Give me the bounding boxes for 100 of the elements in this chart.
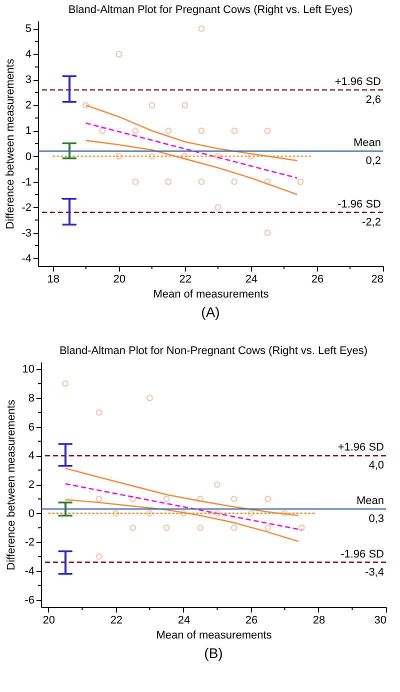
- y-tick-label: 2: [28, 479, 34, 491]
- point: [182, 153, 188, 160]
- point: [214, 510, 220, 516]
- point: [180, 510, 187, 516]
- point: [230, 496, 238, 502]
- point: [96, 409, 102, 416]
- point: [182, 102, 188, 108]
- ref-line-label: +1.96 SD: [334, 76, 382, 88]
- x-tick-label: 26: [245, 614, 258, 626]
- y-tick-label: 10: [22, 364, 34, 376]
- x-tick-label: 26: [311, 274, 324, 286]
- chart-title: Bland-Altman Plot for Pregnant Cows (Right vs. Left Eyes): [68, 4, 353, 16]
- ref-line-label: +1.96 SD: [338, 442, 384, 454]
- x-tick-label: 22: [179, 274, 192, 286]
- point: [264, 230, 271, 236]
- y-tick-label: 2: [25, 100, 32, 112]
- bar: [57, 550, 74, 575]
- y-tick-label: -4: [24, 565, 34, 578]
- y-tick-label: 4: [28, 450, 34, 462]
- point: [112, 510, 120, 516]
- y-tick-label: 1: [25, 125, 32, 138]
- ref-line-label: Mean: [356, 495, 384, 507]
- point: [197, 524, 204, 531]
- y-tick-label: 4: [25, 48, 32, 61]
- point: [198, 178, 205, 185]
- annotation: -3,4: [365, 566, 384, 578]
- point: [96, 496, 102, 502]
- annotation: 4,0: [368, 460, 384, 472]
- x-axis-title: Mean of measurements: [156, 630, 272, 642]
- bar: [61, 198, 78, 226]
- point: [214, 204, 222, 210]
- ref-line-label: -1.96 SD: [338, 198, 382, 210]
- y-tick-label: -2: [22, 202, 32, 214]
- y-tick-label: 0: [28, 508, 34, 520]
- x-tick-label: 24: [178, 614, 190, 626]
- point: [116, 153, 122, 160]
- point: [198, 128, 205, 134]
- line-series: [85, 104, 298, 162]
- y-axis-title: Difference between measurements: [4, 58, 17, 230]
- point: [264, 524, 271, 531]
- chart-title: Bland-Altman Plot for Non-Pregnant Cows (Right vs. Left Eyes): [59, 345, 368, 357]
- ref-line-label: -1.96 SD: [340, 548, 384, 560]
- y-tick-label: -6: [24, 594, 34, 606]
- point: [264, 128, 271, 134]
- point: [130, 496, 136, 502]
- point: [148, 102, 156, 108]
- point: [165, 128, 172, 134]
- point: [99, 128, 106, 134]
- x-tick-label: 24: [245, 274, 258, 286]
- point: [214, 481, 220, 488]
- point: [132, 128, 139, 134]
- y-tick-label: 3: [25, 74, 32, 86]
- x-axis-title: Mean of measurements: [153, 288, 270, 300]
- point: [230, 524, 238, 531]
- annotation: 0,2: [366, 155, 381, 168]
- point: [62, 380, 68, 387]
- bar: [57, 443, 74, 467]
- bar: [61, 75, 78, 103]
- line-series: [64, 468, 299, 516]
- point: [146, 510, 153, 516]
- point: [231, 178, 238, 185]
- point: [214, 153, 222, 160]
- x-tick-label: 18: [47, 274, 60, 286]
- point: [163, 524, 170, 531]
- y-tick-label: 8: [28, 392, 34, 405]
- point: [96, 553, 102, 560]
- annotation: 2,6: [366, 94, 381, 106]
- ref-line-label: Mean: [353, 137, 381, 150]
- bar: [57, 502, 74, 517]
- point: [130, 524, 136, 531]
- point: [82, 102, 90, 108]
- text: (A): [201, 304, 220, 320]
- y-tick-label: -2: [24, 536, 34, 549]
- x-tick-label: 30: [374, 614, 386, 626]
- text: (B): [204, 645, 223, 661]
- y-tick-label: 5: [25, 23, 32, 36]
- y-axis-title: Difference between measurements: [5, 399, 18, 570]
- x-tick-label: 20: [42, 614, 56, 626]
- y-tick-label: -3: [22, 227, 32, 240]
- y-tick-label: -1: [22, 176, 32, 188]
- point: [248, 510, 254, 516]
- x-tick-label: 20: [113, 274, 126, 286]
- line-series: [64, 498, 299, 542]
- point: [198, 26, 205, 32]
- point: [248, 153, 254, 160]
- y-tick-label: 6: [28, 421, 34, 434]
- point: [165, 178, 172, 185]
- y-tick-label: 0: [25, 150, 32, 163]
- point: [264, 496, 271, 502]
- line-series: [85, 140, 298, 196]
- point: [163, 496, 170, 502]
- point: [264, 178, 271, 185]
- x-tick-label: 28: [312, 614, 326, 626]
- point: [197, 496, 204, 502]
- annotation: -2,2: [362, 216, 381, 228]
- y-tick-label: -4: [22, 252, 32, 265]
- point: [297, 178, 304, 185]
- point: [298, 524, 305, 531]
- x-tick-label: 22: [110, 614, 123, 626]
- point: [116, 51, 122, 58]
